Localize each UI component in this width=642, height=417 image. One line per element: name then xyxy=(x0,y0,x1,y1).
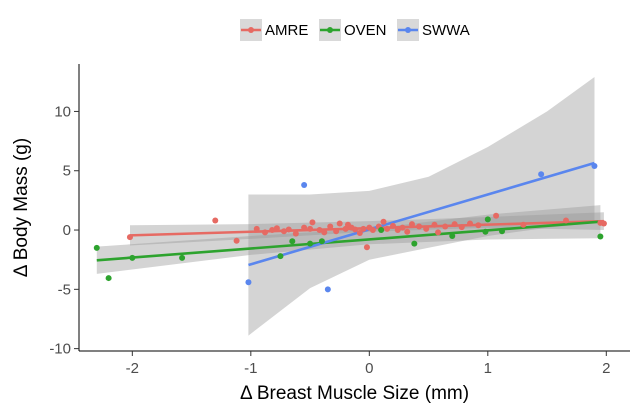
data-point-amre xyxy=(126,234,133,241)
data-point-amre xyxy=(442,223,449,230)
data-point-amre xyxy=(316,227,323,234)
data-point-swwa xyxy=(324,286,331,293)
y-tick-label: 5 xyxy=(63,163,71,180)
confidence-band-oven xyxy=(96,205,601,274)
data-point-oven xyxy=(93,244,100,251)
x-tick-label: 0 xyxy=(365,360,373,377)
data-point-amre xyxy=(475,222,482,229)
data-point-oven xyxy=(482,228,489,235)
x-tick-label: 1 xyxy=(484,360,492,377)
data-point-amre xyxy=(269,227,276,234)
data-point-amre xyxy=(363,244,370,251)
data-point-amre xyxy=(309,219,316,226)
data-point-amre xyxy=(458,224,465,231)
data-point-amre xyxy=(423,225,430,232)
data-point-amre xyxy=(404,228,411,235)
legend-label: SWWA xyxy=(422,22,470,39)
data-point-swwa xyxy=(301,181,308,188)
x-tick-label: 2 xyxy=(602,360,610,377)
data-point-oven xyxy=(411,240,418,247)
data-point-amre xyxy=(600,220,607,227)
data-point-swwa xyxy=(245,279,252,286)
data-point-oven xyxy=(318,238,325,245)
data-point-oven xyxy=(129,254,136,261)
data-point-amre xyxy=(336,220,343,227)
data-point-swwa xyxy=(591,162,598,169)
data-point-amre xyxy=(435,229,442,236)
legend: AMRE OVEN SWWA xyxy=(240,19,470,41)
data-point-oven xyxy=(277,253,284,260)
legend-item-oven: OVEN xyxy=(319,19,387,41)
x-tick-label: -1 xyxy=(244,360,257,377)
data-point-oven xyxy=(105,275,112,282)
data-point-amre xyxy=(360,225,367,232)
data-point-amre xyxy=(307,225,314,232)
data-point-oven xyxy=(378,227,385,234)
data-point-swwa xyxy=(538,171,545,178)
data-point-amre xyxy=(563,217,570,224)
data-points xyxy=(93,162,607,293)
confidence-band-swwa xyxy=(248,77,595,336)
data-point-amre xyxy=(399,224,406,231)
legend-item-amre: AMRE xyxy=(240,19,308,41)
data-point-amre xyxy=(390,222,397,229)
data-point-amre xyxy=(384,225,391,232)
legend-label: AMRE xyxy=(265,22,308,39)
data-point-amre xyxy=(520,221,527,228)
legend-key-point xyxy=(327,27,333,33)
trend-line-swwa xyxy=(248,161,595,267)
x-axis-title: Δ Breast Muscle Size (mm) xyxy=(240,383,469,404)
data-point-amre xyxy=(292,230,299,237)
data-point-oven xyxy=(484,216,491,223)
data-point-amre xyxy=(333,228,340,235)
y-tick-label: -10 xyxy=(49,341,71,358)
data-point-amre xyxy=(321,229,328,236)
data-point-amre xyxy=(352,226,359,233)
x-axis-ticks: -2 -1 0 1 2 xyxy=(126,351,610,377)
data-point-amre xyxy=(233,237,240,244)
data-point-amre xyxy=(262,229,269,236)
data-point-amre xyxy=(467,220,474,227)
data-point-amre xyxy=(356,229,363,236)
y-axis-ticks: -10 -5 0 5 10 xyxy=(49,103,79,358)
legend-key-point xyxy=(248,27,254,33)
data-point-amre xyxy=(408,221,415,228)
data-point-oven xyxy=(499,228,506,235)
legend-label: OVEN xyxy=(344,22,387,39)
legend-item-swwa: SWWA xyxy=(397,19,470,41)
data-point-amre xyxy=(253,225,260,232)
y-tick-label: 0 xyxy=(63,222,71,239)
data-point-amre xyxy=(285,226,292,233)
data-point-amre xyxy=(493,212,500,219)
y-axis-title: Δ Body Mass (g) xyxy=(11,138,32,277)
confidence-bands xyxy=(96,77,604,336)
data-point-oven xyxy=(307,240,314,247)
data-point-amre xyxy=(301,224,308,231)
y-tick-label: 10 xyxy=(54,103,71,120)
data-point-oven xyxy=(449,232,456,239)
data-point-oven xyxy=(597,233,604,240)
data-point-amre xyxy=(369,227,376,234)
data-point-amre xyxy=(212,217,219,224)
data-point-amre xyxy=(280,228,287,235)
data-point-amre xyxy=(431,221,438,228)
data-point-amre xyxy=(380,218,387,225)
trend-line-oven xyxy=(96,220,601,262)
data-point-amre xyxy=(416,223,423,230)
data-point-amre xyxy=(394,227,401,234)
y-tick-label: -5 xyxy=(58,281,71,298)
data-point-amre xyxy=(451,221,458,228)
x-tick-label: -2 xyxy=(126,360,139,377)
data-point-oven xyxy=(179,254,186,261)
legend-key-point xyxy=(405,27,411,33)
data-point-amre xyxy=(273,225,280,232)
data-point-oven xyxy=(289,238,296,245)
data-point-amre xyxy=(327,223,334,230)
